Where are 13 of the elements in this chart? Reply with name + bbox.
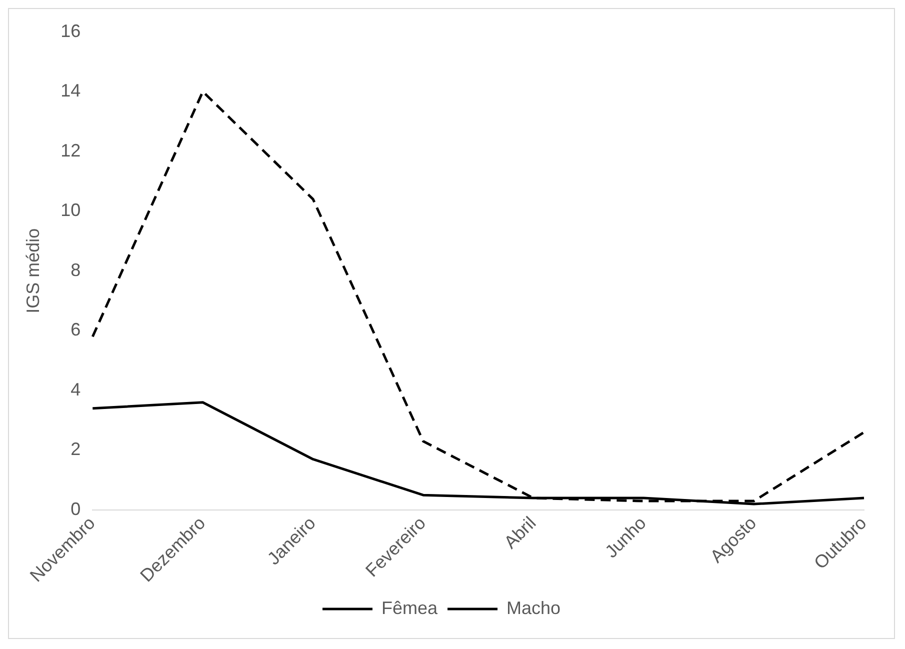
line-series (91, 90, 866, 502)
y-tick-label: 16 (60, 20, 81, 41)
y-tick-label: 12 (60, 140, 81, 160)
y-tick-label: 14 (60, 80, 81, 101)
y-tick-label: 0 (70, 498, 81, 519)
y-tick-label: 4 (70, 379, 81, 400)
legend-label: Fêmea (381, 598, 438, 618)
y-tick-label: 6 (70, 320, 81, 340)
legend-label: Macho (506, 598, 561, 618)
y-tick-label: 2 (70, 439, 81, 460)
y-tick-label: 8 (70, 260, 81, 280)
y-axis-title: IGS médio (22, 228, 43, 314)
y-tick-label: 10 (60, 200, 81, 220)
